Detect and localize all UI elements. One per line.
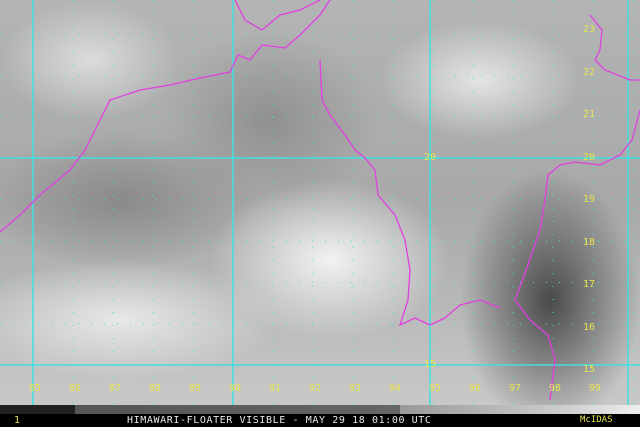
longitude-label: 90 [229,383,242,394]
longitude-label: 96 [469,383,482,394]
longitude-label: 86 [69,383,82,394]
latitude-label: 23 [583,24,596,35]
latitude-label: 19 [583,194,596,205]
longitude-label: 88 [149,383,162,394]
coastlines-borders [0,0,640,401]
longitude-label: 93 [349,383,362,394]
latitude-label: 22 [583,66,596,78]
longitude-label: 97 [509,383,522,394]
longitude-label: 91 [269,383,282,394]
latitude-label: 18 [583,236,596,248]
grid-label-15: 15 [424,359,437,370]
latitude-label: 20 [583,151,596,163]
longitude-label: 87 [109,383,122,394]
longitude-label: 85 [29,383,42,394]
sub-grid [0,0,640,405]
latitude-label: 21 [583,109,596,120]
longitude-label: 94 [389,383,402,394]
mcidas-logo: McIDAS [580,415,613,425]
footer-bar: 1 HIMAWARI-FLOATER VISIBLE - MAY 29 18 0… [0,414,640,427]
map-overlay [0,0,640,405]
latitude-label: 15 [583,364,596,375]
image-title: HIMAWARI-FLOATER VISIBLE - MAY 29 18 01:… [127,415,432,426]
longitude-label: 89 [189,383,202,394]
grid-label-20: 20 [424,152,437,163]
latitude-label: 17 [583,279,596,290]
longitude-label: 98 [549,383,562,394]
longitude-label: 99 [589,383,602,394]
latitude-label: 16 [583,321,596,333]
longitude-label: 95 [429,383,442,394]
scale-bar [0,405,640,414]
longitude-label: 92 [309,383,322,394]
frame-number: 1 [14,415,21,426]
